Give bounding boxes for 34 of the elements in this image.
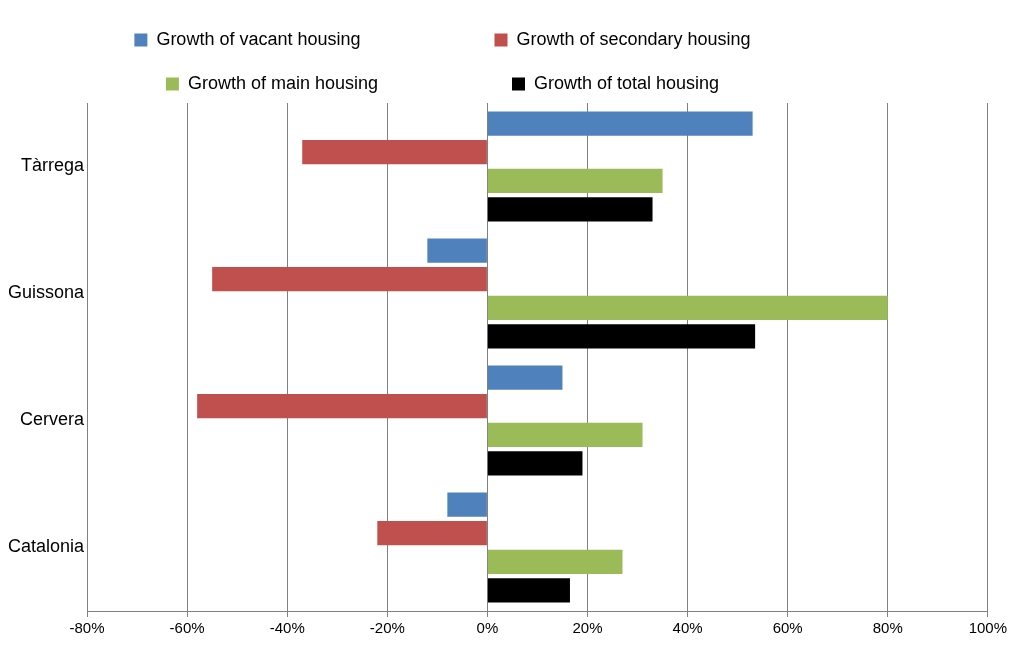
bar [447, 492, 487, 517]
x-tick-label: -80% [69, 619, 105, 637]
bar [487, 197, 653, 222]
x-tick-label: -60% [169, 619, 205, 637]
bar [487, 365, 563, 390]
y-tick-label: Catalonia [7, 536, 86, 557]
x-tick-label: -20% [369, 619, 405, 637]
bar [487, 422, 643, 447]
bar [487, 324, 756, 349]
y-tick-label: Guissona [8, 282, 86, 303]
bar [487, 168, 663, 193]
x-tick-label: 40% [672, 619, 703, 637]
bar [487, 578, 570, 603]
bar [427, 238, 487, 263]
bar [487, 295, 888, 320]
y-tick-label: Cervera [20, 409, 86, 430]
x-tick-label: 100% [968, 619, 1008, 637]
x-tick-label: 0% [476, 619, 499, 637]
bar [487, 451, 583, 476]
x-tick-label: 80% [872, 619, 903, 637]
bar [377, 521, 487, 546]
legend-label: Growth of main housing [187, 72, 487, 93]
legend-label: Growth of vacant housing [156, 28, 469, 49]
x-tick-label: 20% [572, 619, 603, 637]
x-tick-label: -40% [269, 619, 305, 637]
y-tick-label: Tàrrega [21, 155, 86, 176]
x-tick-label: 60% [772, 619, 803, 637]
bar [302, 140, 487, 165]
bar [197, 394, 487, 419]
bar [487, 549, 623, 574]
bar [212, 267, 487, 292]
bar [487, 111, 753, 136]
legend-label: Growth of secondary housing [516, 28, 859, 49]
legend-label: Growth of total housing [534, 72, 828, 93]
